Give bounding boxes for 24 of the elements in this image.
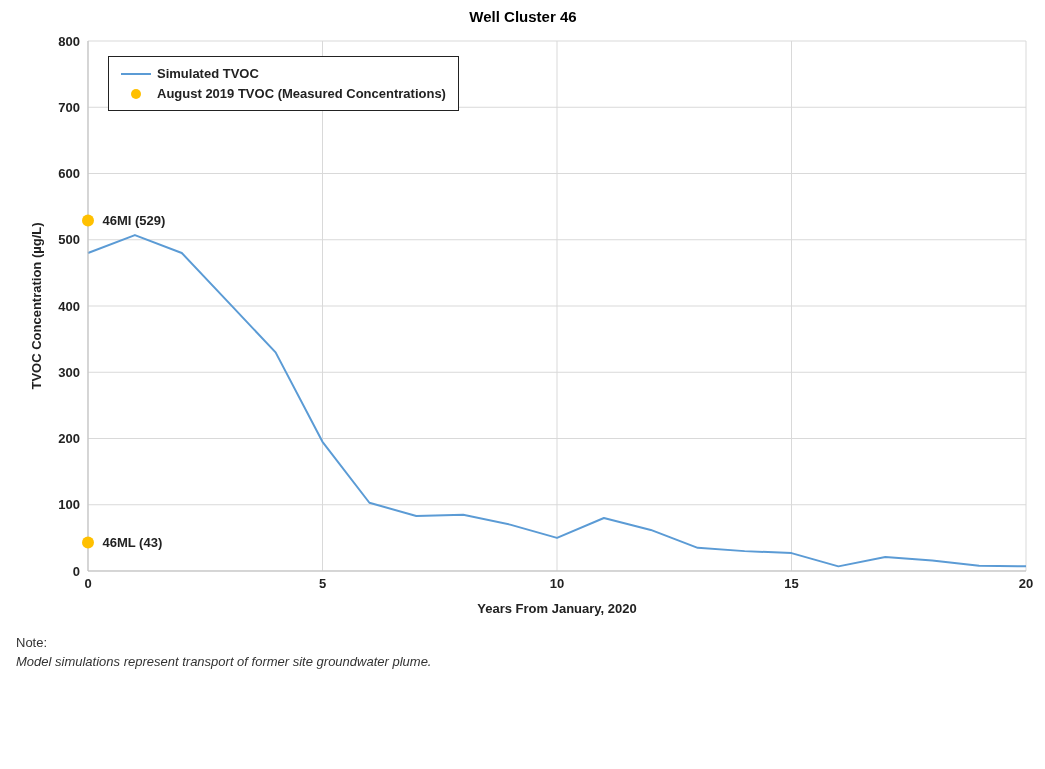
legend-label: August 2019 TVOC (Measured Concentrations) (157, 86, 446, 101)
y-tick-label: 500 (58, 232, 80, 248)
x-tick-label: 20 (1018, 576, 1034, 592)
data-label: 46ML (43) (102, 535, 163, 551)
y-tick-label: 0 (72, 563, 80, 579)
x-tick-label: 5 (318, 576, 327, 592)
x-axis-title: Years From January, 2020 (477, 601, 637, 616)
line-series (87, 234, 1027, 568)
text: Model simulations represent transport of former site groundwater plume. (16, 654, 433, 669)
x-tick-label: 10 (549, 576, 565, 592)
text: Note: (16, 635, 49, 650)
chart-title: Well Cluster 46 (468, 8, 578, 25)
y-tick-label: 600 (58, 166, 80, 182)
data-label: 46MI (529) (102, 213, 166, 229)
y-tick-label: 700 (58, 99, 80, 115)
y-tick-label: 300 (58, 364, 80, 380)
x-tick-label: 15 (784, 576, 799, 592)
y-axis-title: TVOC Concentration (µg/L) (28, 222, 44, 390)
y-tick-label: 200 (58, 431, 80, 447)
legend-label: Simulated TVOC (157, 66, 259, 81)
y-tick-label: 800 (58, 33, 80, 49)
y-tick-label: 100 (58, 497, 80, 513)
y-tick-label: 400 (58, 298, 80, 314)
x-tick-label: 0 (84, 576, 92, 592)
